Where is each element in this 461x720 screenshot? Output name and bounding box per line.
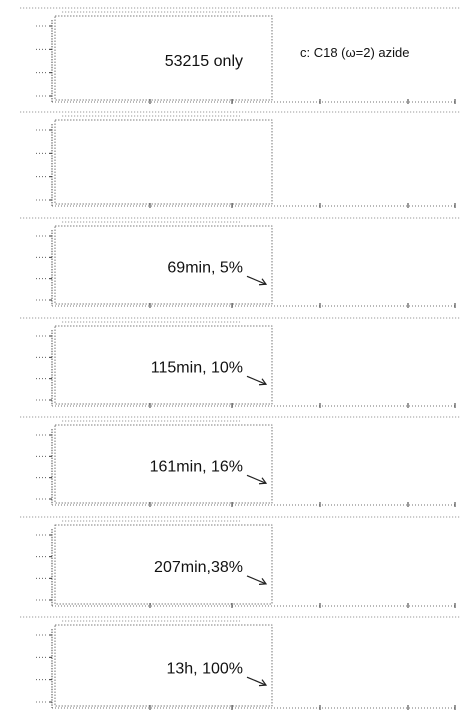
panel-annotation: 161min, 16% — [150, 459, 243, 476]
panels: 53215 only 69min, 5% 115min, 10% 161min, 16… — [20, 7, 460, 710]
panel-annotation: 207min,38% — [154, 559, 243, 576]
panel-annotation: 53215 only — [165, 53, 243, 70]
panel-annotation: 115min, 10% — [151, 360, 243, 377]
annotation-arrow — [246, 676, 267, 686]
annotation-arrow — [246, 275, 267, 285]
annotation-arrowhead — [258, 378, 268, 386]
panel-7: 13h, 100% — [20, 616, 460, 710]
panel-6: 207min,38% — [20, 516, 460, 608]
annotation-arrowhead — [258, 679, 268, 687]
annotation-arrowhead — [258, 278, 268, 286]
annotation-arrowhead — [258, 477, 268, 485]
annotation-arrow — [246, 375, 267, 385]
panel-frame — [54, 624, 273, 707]
panel-frame — [54, 225, 273, 305]
annotation-arrow — [246, 575, 267, 585]
panel-annotation: 69min, 5% — [167, 260, 243, 277]
panel-annotation: 13h, 100% — [166, 660, 243, 677]
panel-frame — [54, 15, 273, 101]
panel-4: 115min, 10% — [20, 317, 460, 408]
panel-frame — [54, 524, 273, 605]
series-label: c: C18 (ω=2) azide — [300, 45, 410, 60]
panel-frame — [54, 325, 273, 405]
panel-frame — [54, 119, 273, 205]
panel-frame — [54, 424, 273, 504]
annotation-arrow — [246, 474, 267, 484]
panel-1: 53215 only — [20, 7, 460, 104]
annotation-arrowhead — [258, 578, 268, 585]
panel-3: 69min, 5% — [20, 217, 460, 308]
panel-2 — [20, 111, 460, 208]
panel-5: 161min, 16% — [20, 416, 460, 507]
